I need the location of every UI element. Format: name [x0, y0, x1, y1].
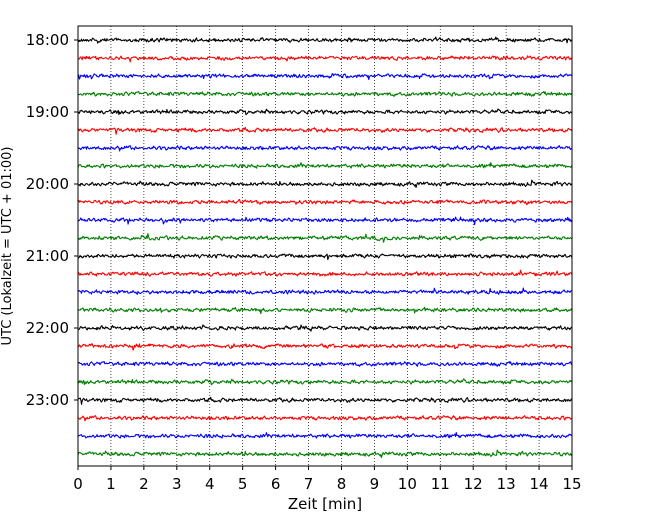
trace-2345 — [77, 449, 573, 459]
trace-1900 — [77, 108, 573, 116]
trace-2330 — [77, 432, 573, 439]
trace-2130 — [77, 287, 573, 295]
x-tick-label-6: 6 — [271, 475, 281, 493]
y-axis-ticks: 18:00 19:00 20:00 21:00 22:00 23:00 — [26, 31, 78, 409]
y-tick-label-2000: 20:00 — [26, 175, 69, 193]
y-tick-label-1800: 18:00 — [26, 31, 69, 49]
x-tick-label-14: 14 — [530, 475, 549, 493]
x-tick-label-9: 9 — [370, 475, 380, 493]
y-axis-label: UTC (Lokalzeit = UTC + 01:00) — [0, 147, 15, 346]
x-tick-label-10: 10 — [398, 475, 417, 493]
y-tick-label-2100: 21:00 — [26, 247, 69, 265]
trace-2145 — [77, 306, 573, 315]
trace-2200 — [77, 324, 573, 332]
trace-1845 — [77, 90, 573, 97]
trace-1815 — [77, 55, 573, 63]
trace-2115 — [77, 269, 573, 277]
x-tick-label-4: 4 — [205, 475, 215, 493]
trace-2315 — [77, 415, 573, 422]
trace-2030 — [77, 216, 573, 226]
y-tick-label-2200: 22:00 — [26, 319, 69, 337]
trace-2100 — [77, 253, 573, 261]
trace-1830 — [77, 73, 573, 81]
x-tick-label-8: 8 — [337, 475, 347, 493]
y-tick-label-2300: 23:00 — [26, 391, 69, 409]
x-tick-label-2: 2 — [139, 475, 149, 493]
x-tick-label-1: 1 — [106, 475, 116, 493]
trace-2000 — [77, 179, 573, 189]
trace-2045 — [77, 233, 573, 243]
x-tick-label-12: 12 — [464, 475, 483, 493]
x-axis-label: Zeit [min] — [288, 495, 362, 513]
trace-1915 — [77, 126, 573, 135]
x-tick-label-7: 7 — [304, 475, 314, 493]
trace-2215 — [77, 343, 573, 351]
grid-lines — [110, 26, 540, 466]
trace-2230 — [77, 360, 573, 367]
trace-2245 — [77, 378, 573, 386]
plot-frame — [77, 25, 573, 467]
x-axis-ticks: 0 1 2 3 4 5 6 7 8 9 10 11 12 13 14 15 — [73, 466, 582, 493]
x-tick-label-3: 3 — [172, 475, 182, 493]
trace-2015 — [77, 198, 573, 206]
x-tick-label-0: 0 — [73, 475, 83, 493]
y-tick-label-1900: 19:00 — [26, 103, 69, 121]
seismic-traces — [77, 36, 573, 459]
trace-1930 — [77, 145, 573, 152]
trace-2300 — [77, 396, 573, 405]
x-tick-label-5: 5 — [238, 475, 248, 493]
x-tick-label-15: 15 — [562, 475, 581, 493]
trace-1945 — [77, 162, 573, 169]
trace-1800 — [77, 36, 573, 44]
x-tick-label-13: 13 — [497, 475, 516, 493]
x-tick-label-11: 11 — [431, 475, 450, 493]
